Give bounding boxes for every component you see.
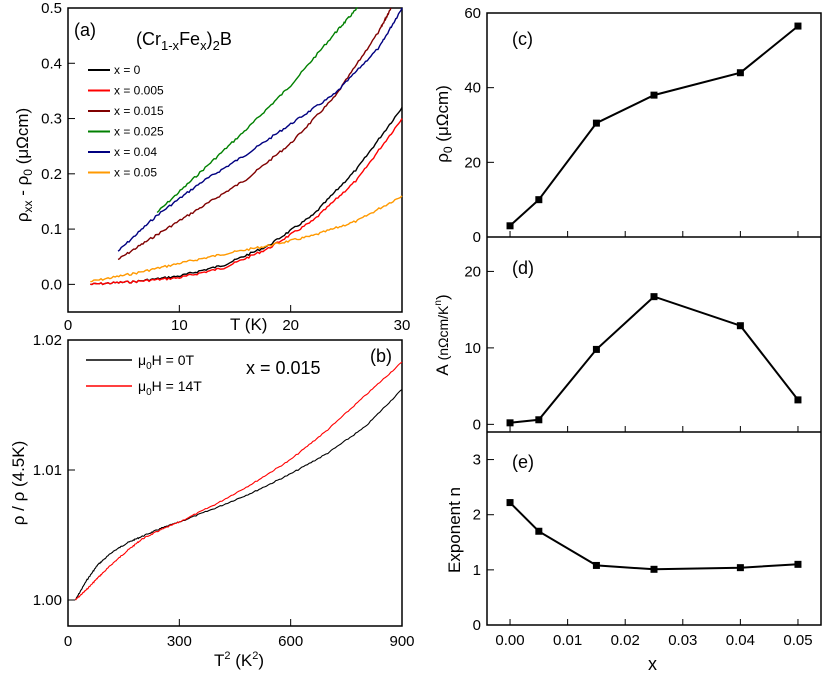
panel-a-label: (a)	[74, 20, 96, 40]
panel-e-xtick-label: 0.03	[668, 632, 697, 649]
panel-cde-frame	[486, 12, 822, 626]
panel-b-label: (b)	[370, 346, 392, 366]
panel-d-point	[592, 345, 600, 353]
panel-e-ytick-label: 2	[473, 507, 481, 524]
panel-e-xtick-label: 0.00	[495, 632, 524, 649]
panel-d-ytick-label: 10	[464, 340, 481, 357]
panel-e-xtick-label: 0.01	[553, 632, 582, 649]
panel-a-series-line	[90, 195, 403, 283]
panel-b-ylabel: ρ / ρ (4.5K)	[9, 441, 28, 526]
panel-c-point	[736, 69, 744, 77]
panel-b-series-line	[74, 388, 403, 601]
panel-a-series-line	[90, 118, 403, 286]
panel-a-legend: x = 0 x = 0.005 x = 0.015 x = 0.025 x = 0.04…	[88, 63, 164, 180]
panel-a-xtick-label: 20	[282, 317, 299, 334]
panel-e-point	[506, 499, 514, 507]
panel-c-ytick-label: 20	[464, 154, 481, 171]
panel-e-label: (e)	[512, 452, 534, 472]
panel-cde: 0 20 40 60 0 10 20 0 1 2 3 0.00 0.01 0.02 0.03 0.04 0.…	[433, 5, 822, 674]
panel-a-ylabel: ρxx - ρ0 (μΩcm)	[13, 108, 35, 222]
panel-a-legend-item: x = 0.015	[114, 104, 164, 118]
panel-b-ytick-label: 1.01	[33, 462, 62, 479]
panel-c-line	[509, 25, 799, 227]
panel-e-point	[592, 561, 600, 569]
panel-a-ytick-label: 0.0	[41, 276, 62, 293]
panel-d-ytick-label: 20	[464, 263, 481, 280]
panel-d-point	[535, 416, 543, 424]
panel-a-xlabel: T (K)	[230, 315, 267, 334]
panel-b-xtick-label: 0	[64, 633, 72, 650]
panel-b-ytick-label: 1.00	[33, 592, 62, 609]
panel-c-ytick-label: 60	[464, 5, 481, 22]
panel-b-series-line	[75, 361, 403, 601]
panel-a-ytick-label: 0.4	[41, 55, 62, 72]
panel-a-xtick-label: 30	[394, 317, 411, 334]
panel-b-legend: μ0H = 0T μ0H = 14T	[86, 352, 202, 398]
panel-a-ytick-label: 0.3	[41, 111, 62, 128]
panel-d-label: (d)	[512, 258, 534, 278]
panel-a-series-line	[117, 7, 403, 252]
panel-e-point	[736, 564, 744, 572]
panel-c-point	[506, 222, 514, 230]
panel-a-title: (Cr1-xFex)2B	[136, 29, 232, 53]
panel-e-point	[535, 527, 543, 535]
panel-c-point	[794, 22, 802, 30]
panel-a-legend-item: x = 0	[114, 63, 141, 77]
panel-d-point	[736, 322, 744, 330]
panel-b-xtick-label: 900	[389, 633, 414, 650]
panel-a-frame	[67, 7, 403, 313]
panel-c-label: (c)	[512, 29, 533, 49]
panel-e-ytick-label: 0	[473, 617, 481, 634]
panel-e-xtick-label: 0.04	[726, 632, 755, 649]
panel-e-xlabel: x	[648, 654, 657, 674]
panel-e-xtick-label: 0.02	[611, 632, 640, 649]
panel-e-point	[794, 560, 802, 568]
panel-a-legend-item: x = 0.05	[114, 166, 157, 180]
panel-b-xtick-label: 300	[167, 633, 192, 650]
panel-d-point	[506, 419, 514, 427]
panel-b-legend-item: μ0H = 0T	[138, 352, 194, 372]
panel-d-point	[794, 396, 802, 404]
panel-c-ytick-label: 40	[464, 80, 481, 97]
panel-e-ytick-label: 1	[473, 562, 481, 579]
panel-c-point	[592, 119, 600, 127]
panel-a-series-line	[156, 7, 358, 214]
panel-a-ytick-label: 0.5	[41, 0, 62, 17]
panel-b-annotation: x = 0.015	[246, 358, 321, 378]
panel-a-legend-item: x = 0.025	[114, 125, 164, 139]
panel-a-legend-item: x = 0.005	[114, 84, 164, 98]
panel-c-ylabel: ρ0 (μΩcm)	[433, 85, 455, 163]
panel-e-ytick-label: 3	[473, 452, 481, 469]
panel-b-xlabel: T2 (K2)	[214, 650, 264, 670]
panel-a: 0 10 20 30 0.0 0.1 0.2 0.3 0.4 0.5 (a) (Cr1-xFex)…	[13, 0, 410, 334]
panel-e-point	[650, 565, 658, 573]
panel-a-ytick-label: 0.1	[41, 221, 62, 238]
panel-d-ylabel: A (nΩcm/Kn)	[433, 294, 452, 375]
panel-b: 0 300 600 900 1.00 1.01 1.02 (b) x = 0.015 μ0H…	[9, 332, 415, 670]
panel-a-xtick-label: 0	[64, 317, 72, 334]
panel-a-legend-item: x = 0.04	[114, 145, 157, 159]
panel-a-series-line	[117, 7, 392, 261]
panel-e-xtick-label: 0.05	[783, 632, 812, 649]
panel-e-ylabel: Exponent n	[445, 487, 464, 573]
panel-c-point	[535, 196, 543, 204]
panel-b-xtick-label: 600	[278, 633, 303, 650]
panel-d-ytick-label: 0	[473, 416, 481, 433]
panel-c-point	[650, 91, 658, 99]
panel-b-legend-item: μ0H = 14T	[138, 378, 202, 398]
panel-d-line	[509, 295, 799, 424]
panel-b-frame	[67, 339, 403, 627]
panel-c-ytick-label: 0	[473, 229, 481, 246]
panel-b-ytick-label: 1.02	[33, 332, 62, 349]
panel-d-point	[650, 293, 658, 301]
panel-e-line	[509, 501, 799, 571]
panel-a-ytick-label: 0.2	[41, 166, 62, 183]
panel-a-xtick-label: 10	[171, 317, 188, 334]
